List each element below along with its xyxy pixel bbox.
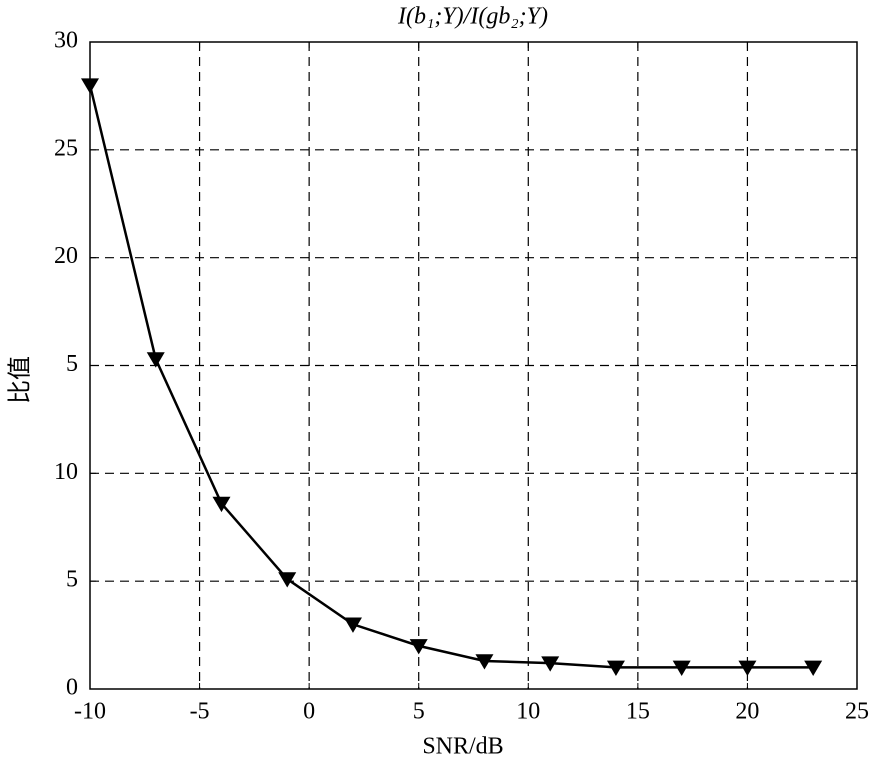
- x-tick-label: 0: [303, 699, 315, 725]
- plot-frame: [89, 41, 858, 690]
- x-tick-label: 10: [516, 699, 540, 725]
- data-marker: [672, 660, 691, 676]
- data-marker: [212, 496, 231, 513]
- data-marker: [606, 660, 625, 676]
- x-tick-label: -10: [74, 699, 106, 725]
- data-marker: [541, 656, 560, 672]
- y-tick-label: 20: [54, 243, 78, 269]
- y-tick-label: 25: [54, 135, 78, 161]
- y-axis-label: 比值: [7, 356, 34, 404]
- x-tick-label: 5: [413, 699, 425, 725]
- data-marker: [81, 78, 99, 94]
- x-axis-label: SNR/dB: [422, 734, 503, 760]
- x-tick-label: 20: [735, 699, 759, 725]
- x-tick-label: 25: [845, 699, 869, 725]
- data-line: [88, 84, 814, 669]
- data-marker: [475, 654, 494, 670]
- x-tick-label: -5: [190, 699, 210, 725]
- y-tick-label: 10: [54, 459, 78, 485]
- x-tick-label: 15: [626, 699, 650, 725]
- data-marker: [146, 352, 165, 368]
- data-marker: [738, 660, 757, 676]
- y-tick-label: 5: [66, 351, 78, 377]
- data-marker: [278, 572, 297, 588]
- data-marker: [343, 617, 362, 633]
- y-tick-label: 5: [66, 567, 78, 593]
- y-tick-label: 0: [66, 675, 78, 701]
- data-marker: [804, 660, 823, 676]
- data-marker: [409, 639, 428, 655]
- chart-title: I(b₁;Y)/I(gb₂;Y): [397, 4, 548, 30]
- y-tick-label: 30: [54, 28, 78, 54]
